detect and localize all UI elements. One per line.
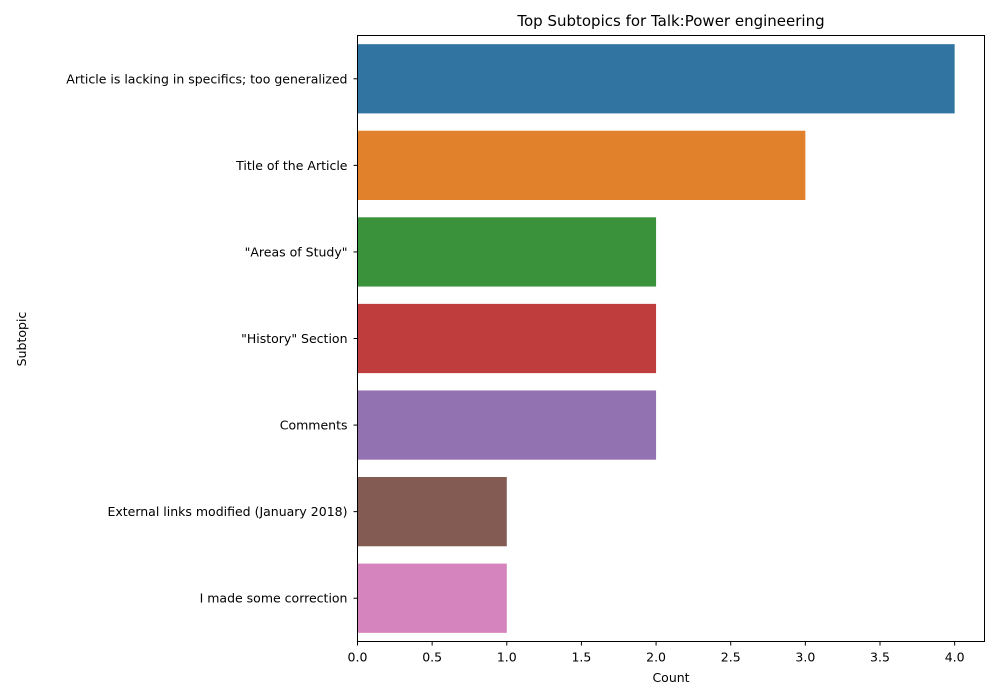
category-label: Article is lacking in specifics; too gen… xyxy=(66,71,347,86)
bar-5 xyxy=(357,390,657,460)
bar-3 xyxy=(357,217,657,287)
plot-frame xyxy=(357,35,985,642)
x-axis-label: Count xyxy=(652,670,689,685)
x-tick-label: 3.5 xyxy=(870,650,890,665)
x-tick-label: 1.5 xyxy=(571,650,591,665)
category-label: Comments xyxy=(280,418,348,433)
x-tick-label: 3.0 xyxy=(795,650,815,665)
bar-1 xyxy=(357,44,955,114)
x-tick-label: 0.5 xyxy=(422,650,442,665)
x-axis-ticks: 0.0 0.5 1.0 1.5 2.0 2.5 3.0 3.5 4.0 xyxy=(348,641,965,665)
chart-title: Top Subtopics for Talk:Power engineering xyxy=(516,12,824,30)
bar-4 xyxy=(357,303,657,374)
category-label: External links modified (January 2018) xyxy=(107,504,347,519)
bars-group xyxy=(357,44,955,633)
x-tick-label: 2.0 xyxy=(646,650,666,665)
category-labels: Article is lacking in specifics; too gen… xyxy=(66,71,358,606)
bar-6 xyxy=(357,477,507,547)
bar-7 xyxy=(357,563,507,633)
category-label: I made some correction xyxy=(200,591,348,606)
y-axis-label: Subtopic xyxy=(14,312,29,367)
x-tick-label: 2.5 xyxy=(721,650,741,665)
x-tick-label: 1.0 xyxy=(497,650,517,665)
x-tick-label: 0.0 xyxy=(348,650,368,665)
category-label: Title of the Article xyxy=(235,158,348,173)
category-label: "History" Section xyxy=(241,331,347,346)
x-tick-label: 4.0 xyxy=(945,650,965,665)
bar-2 xyxy=(357,130,806,200)
category-label: "Areas of Study" xyxy=(245,244,348,259)
